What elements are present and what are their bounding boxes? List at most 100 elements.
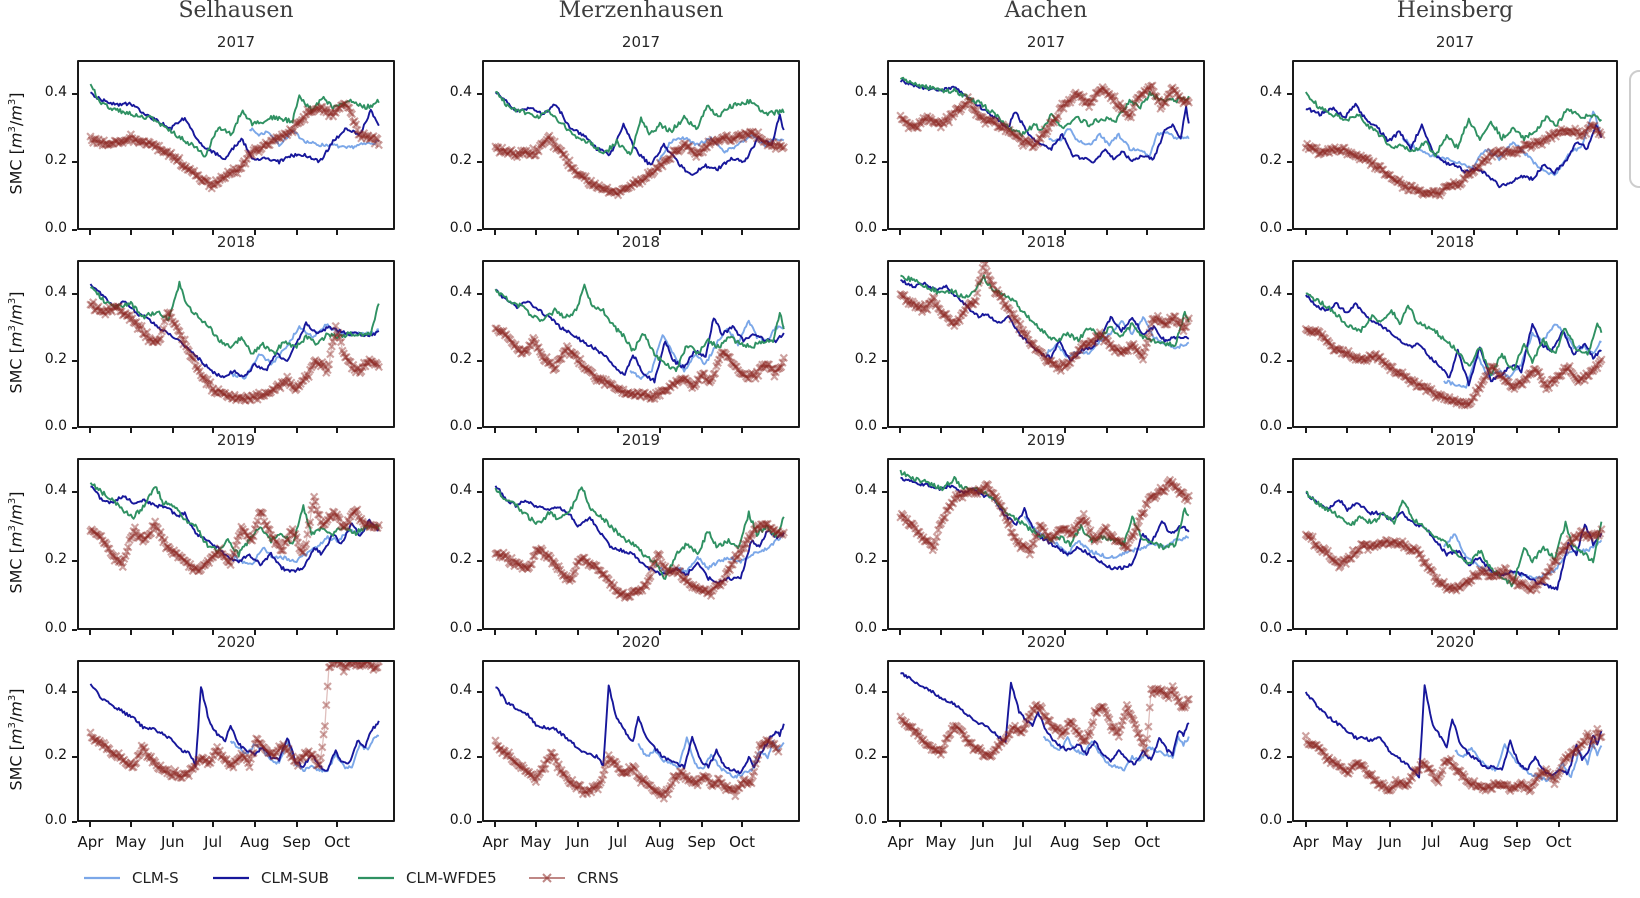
year-label-2020: 2020 — [216, 633, 256, 651]
x-tick — [1022, 822, 1025, 827]
y-tick-label: 0.2 — [44, 152, 67, 168]
y-tick-label: 0.2 — [1259, 152, 1282, 168]
x-tick-label-oct: Oct — [324, 833, 351, 851]
y-tick — [72, 229, 77, 231]
x-tick-label-jun: Jun — [1378, 833, 1402, 851]
x-tick — [1022, 428, 1025, 433]
x-tick-label-may: May — [1331, 833, 1363, 851]
legend-line-swatch — [212, 870, 250, 886]
y-tick — [1287, 359, 1292, 362]
plot-canvas — [482, 60, 800, 230]
y-tick — [1287, 161, 1292, 163]
y-tick-label: 0.4 — [44, 84, 67, 100]
y-tick — [1287, 821, 1292, 823]
x-tick-label-aug: Aug — [645, 833, 675, 851]
y-tick-label: 0.0 — [854, 220, 877, 236]
x-tick — [494, 230, 497, 235]
x-tick — [981, 428, 984, 433]
x-tick-label-jun: Jun — [160, 833, 185, 851]
y-tick — [882, 292, 887, 295]
x-tick — [981, 230, 984, 235]
x-tick — [1389, 630, 1392, 635]
y-tick — [477, 491, 482, 494]
y-tick — [882, 359, 887, 362]
y-tick-label: 0.0 — [449, 418, 472, 434]
x-tick — [1146, 230, 1149, 235]
plot-heinsberg-2018 — [1292, 260, 1618, 428]
site-title-aachen: Aachen — [1004, 0, 1088, 23]
x-tick — [1146, 822, 1149, 827]
x-tick — [534, 630, 537, 635]
y-tick-label: 0.2 — [1259, 350, 1282, 367]
x-tick — [1430, 630, 1433, 635]
x-tick-label-may: May — [520, 833, 552, 851]
y-tick-label: 0.0 — [44, 418, 67, 434]
x-tick-label-apr: Apr — [482, 833, 509, 851]
x-tick — [576, 822, 579, 827]
x-tick — [253, 230, 256, 235]
y-tick-label: 0.2 — [44, 551, 67, 568]
legend-label: CLM-WFDE5 — [406, 869, 497, 887]
x-tick — [1304, 428, 1307, 433]
plot-canvas — [1292, 458, 1618, 630]
y-tick — [882, 161, 887, 163]
y-tick-label: 0.4 — [44, 482, 67, 499]
y-tick-label: 0.2 — [449, 350, 472, 367]
x-tick-label-oct: Oct — [729, 833, 756, 851]
x-tick — [700, 822, 703, 827]
x-tick — [741, 822, 744, 827]
x-tick — [494, 428, 497, 433]
x-tick — [295, 428, 298, 433]
x-tick — [658, 630, 661, 635]
y-tick-label: 0.2 — [44, 350, 67, 367]
y-tick — [1287, 491, 1292, 494]
plot-selhausen-2017 — [77, 60, 395, 230]
y-tick — [72, 691, 77, 694]
plot-canvas — [482, 660, 800, 822]
year-label-2020: 2020 — [621, 633, 661, 651]
x-tick — [617, 230, 620, 235]
x-tick-label-sep: Sep — [282, 833, 311, 851]
x-tick — [899, 822, 902, 827]
y-tick-label: 0.2 — [854, 152, 877, 168]
plot-merzenhausen-2017 — [482, 60, 800, 230]
y-tick — [477, 229, 482, 231]
x-tick — [129, 630, 132, 635]
y-tick-label: 0.0 — [1259, 812, 1282, 828]
x-tick — [1022, 630, 1025, 635]
x-tick — [1430, 428, 1433, 433]
y-tick-label: 0.4 — [1259, 84, 1282, 100]
scrollbar-thumb[interactable] — [1629, 70, 1640, 188]
x-tick — [1430, 822, 1433, 827]
x-tick — [1430, 230, 1433, 235]
x-tick — [1389, 428, 1392, 433]
x-tick — [899, 230, 902, 235]
plot-canvas — [77, 458, 395, 630]
legend-label: CRNS — [577, 869, 619, 887]
x-tick-label-sep: Sep — [1092, 833, 1121, 851]
y-tick-label: 0.2 — [44, 747, 67, 764]
x-tick-label-jun: Jun — [970, 833, 995, 851]
year-label-2018: 2018 — [1026, 233, 1066, 251]
x-tick — [212, 822, 215, 827]
x-tick — [617, 428, 620, 433]
x-tick — [89, 822, 92, 827]
x-tick — [658, 428, 661, 433]
x-tick-label-aug: Aug — [1050, 833, 1080, 851]
x-tick — [212, 230, 215, 235]
y-tick — [72, 629, 77, 631]
x-tick — [1557, 630, 1560, 635]
year-label-2017: 2017 — [216, 33, 256, 51]
y-tick-label: 0.4 — [854, 84, 877, 100]
x-tick — [1389, 822, 1392, 827]
x-tick-label-jul: Jul — [609, 833, 628, 851]
x-tick — [741, 230, 744, 235]
x-tick — [1473, 630, 1476, 635]
x-tick-label-apr: Apr — [887, 833, 914, 851]
year-label-2019: 2019 — [621, 431, 661, 449]
y-tick-label: 0.2 — [449, 152, 472, 168]
y-tick-label: 0.4 — [1259, 482, 1282, 499]
y-tick — [72, 292, 77, 295]
y-tick-label: 0.4 — [854, 283, 877, 300]
x-tick — [253, 428, 256, 433]
